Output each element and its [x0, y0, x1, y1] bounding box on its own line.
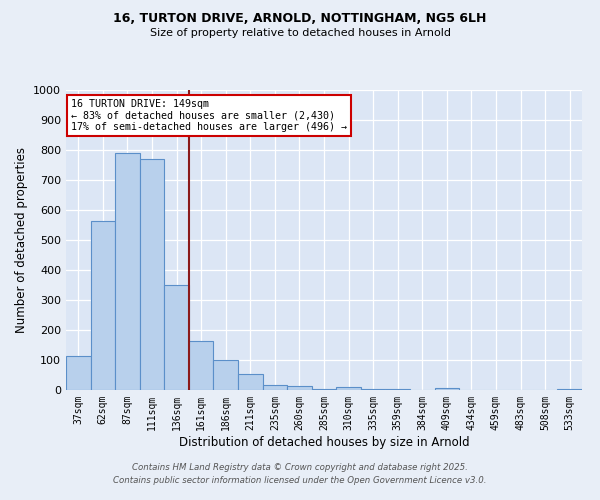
X-axis label: Distribution of detached houses by size in Arnold: Distribution of detached houses by size … — [179, 436, 469, 448]
Text: Contains public sector information licensed under the Open Government Licence v3: Contains public sector information licen… — [113, 476, 487, 485]
Bar — [287, 386, 312, 390]
Bar — [263, 384, 287, 390]
Bar — [238, 374, 263, 390]
Bar — [164, 285, 189, 390]
Text: 16, TURTON DRIVE, ARNOLD, NOTTINGHAM, NG5 6LH: 16, TURTON DRIVE, ARNOLD, NOTTINGHAM, NG… — [113, 12, 487, 26]
Bar — [140, 159, 164, 390]
Bar — [115, 153, 140, 390]
Bar — [361, 388, 385, 390]
Bar — [312, 388, 336, 390]
Bar — [189, 340, 214, 390]
Bar — [214, 360, 238, 390]
Bar — [66, 356, 91, 390]
Bar — [91, 220, 115, 390]
Y-axis label: Number of detached properties: Number of detached properties — [14, 147, 28, 333]
Bar — [557, 388, 582, 390]
Text: Size of property relative to detached houses in Arnold: Size of property relative to detached ho… — [149, 28, 451, 38]
Text: Contains HM Land Registry data © Crown copyright and database right 2025.: Contains HM Land Registry data © Crown c… — [132, 464, 468, 472]
Text: 16 TURTON DRIVE: 149sqm
← 83% of detached houses are smaller (2,430)
17% of semi: 16 TURTON DRIVE: 149sqm ← 83% of detache… — [71, 99, 347, 132]
Bar — [336, 387, 361, 390]
Bar — [434, 388, 459, 390]
